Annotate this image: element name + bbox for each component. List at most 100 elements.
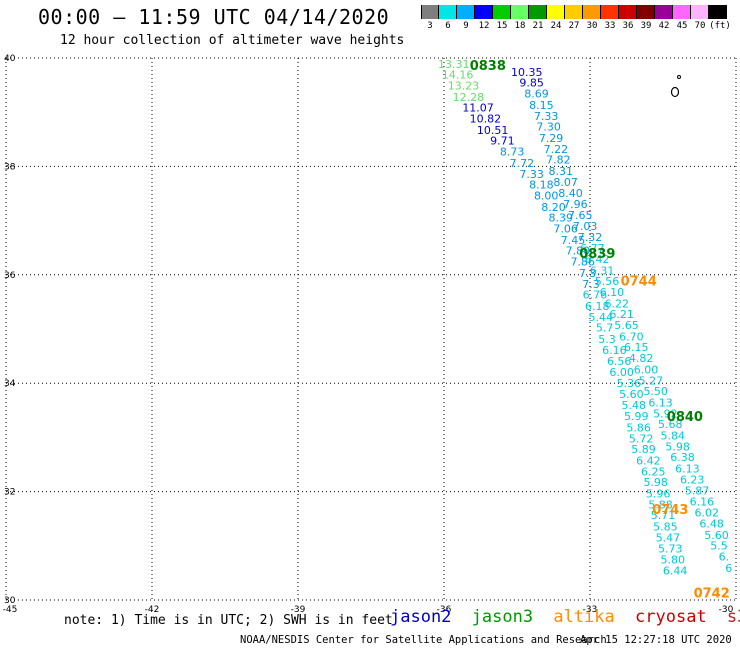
swh-value: 7.03 [573, 220, 598, 233]
swh-value: 7.72 [510, 157, 535, 170]
swh-value: 6.42 [636, 455, 661, 468]
swh-value: 6.48 [699, 517, 724, 530]
lon-tick-label: -33 [583, 605, 598, 615]
swh-value: 14.16 [442, 69, 474, 82]
swh-value: 8.73 [500, 146, 525, 159]
swh-value: 7.45 [561, 234, 586, 247]
swh-value: 5.68 [658, 418, 683, 431]
color-swatch [637, 5, 655, 19]
legend-altika: altika [553, 607, 615, 627]
swh-value: 6.38 [670, 451, 695, 464]
swh-value: 5.86 [626, 421, 651, 434]
swh-value: 8.00 [534, 189, 559, 202]
swh-value: 12.28 [453, 91, 485, 104]
swh-value: 5.92 [653, 407, 678, 420]
swh-value: 5.3 [598, 333, 616, 346]
swh-value: 6.10 [600, 286, 625, 299]
color-scale-tick: 12 [478, 21, 490, 31]
swh-value: 5.7 [596, 322, 614, 335]
swh-value: 8.07 [553, 176, 578, 189]
color-scale-tick: 36 [622, 21, 634, 31]
swh-value: 8.20 [541, 201, 566, 214]
pass-time-label: 0743 [652, 503, 688, 518]
swh-value: 6.00 [634, 363, 659, 376]
color-swatch [583, 5, 601, 19]
swh-value: 6.13 [648, 397, 673, 410]
swh-value: 5.56 [595, 275, 620, 288]
swh-value: 5.80 [660, 554, 685, 567]
swh-value: 6.21 [609, 308, 634, 321]
footer-note: note: 1) Time is in UTC; 2) SWH is in fe… [64, 613, 393, 628]
pass-time-label: 0840 [667, 410, 703, 425]
swh-value: 6.18 [585, 300, 610, 313]
color-scale-tick: 30 [586, 21, 598, 31]
lat-tick-label: 38 [4, 162, 16, 172]
swh-value: 5.99 [624, 410, 649, 423]
color-scale-labels: 3 6 9 12 15 18 21 24 27 30 33 36 39 42 45 70 (ft) [421, 21, 733, 33]
legend-jason2: jason2 [390, 607, 452, 627]
color-swatch [475, 5, 493, 19]
island-outline [670, 86, 680, 98]
lat-tick-label: 34 [4, 379, 16, 389]
swh-value: 5.47 [656, 531, 681, 544]
color-swatch [673, 5, 691, 19]
color-swatch [457, 5, 475, 19]
swh-value: 5.88 [648, 498, 673, 511]
island-outline [677, 75, 681, 79]
credit-line: NOAA/NESDIS Center for Satellite Applica… [240, 634, 607, 646]
color-swatch [655, 5, 673, 19]
color-scale-tick: (ft) [709, 21, 731, 31]
color-scale-tick: 3 [427, 21, 433, 31]
swh-value: 5.48 [622, 399, 647, 412]
lat-tick-label: 32 [4, 488, 15, 498]
swh-value: 6.44 [663, 565, 688, 578]
swh-value: 5.60 [704, 529, 729, 542]
swh-value: 7.06 [553, 223, 578, 236]
lon-tick-label: -42 [145, 605, 160, 615]
swh-value: 6.00 [609, 366, 634, 379]
generation-timestamp: Apr 15 12:27:18 UTC 2020 [580, 634, 732, 646]
map-title: 00:00 – 11:59 UTC 04/14/2020 [38, 5, 390, 29]
color-swatch [565, 5, 583, 19]
swh-value: 5.85 [653, 521, 678, 534]
legend-cryosat: cryosat [635, 607, 707, 627]
swh-value: 7.29 [539, 132, 564, 145]
swh-value: 5.87 [685, 484, 710, 497]
lon-tick-label: -36 [437, 605, 452, 615]
color-swatch [619, 5, 637, 19]
color-scale-tick: 42 [658, 21, 670, 31]
swh-value: 5.96 [646, 488, 671, 501]
swh-value: 9.71 [490, 135, 515, 148]
swh-value: 7.80 [566, 245, 591, 258]
color-scale-bar [421, 5, 727, 19]
swh-value: 6 [725, 562, 732, 575]
swh-value: 6.76 [583, 289, 608, 302]
swh-value: 5.89 [631, 443, 656, 456]
pass-time-label: 0838 [470, 59, 506, 74]
color-swatch [421, 5, 439, 19]
swh-value: 6.16 [690, 496, 715, 509]
color-scale-tick: 15 [496, 21, 508, 31]
swh-value: 6.31 [590, 264, 615, 277]
swh-value: 8.31 [549, 165, 574, 178]
swh-value: 6.56 [607, 355, 632, 368]
color-swatch [601, 5, 619, 19]
swh-value: 7.33 [519, 168, 544, 181]
lon-tick-label: -30 [719, 605, 734, 615]
swh-value: 7.86 [570, 256, 595, 269]
swh-value: 10.51 [477, 124, 509, 137]
swh-value: 5.98 [665, 440, 690, 453]
pass-time-label: 0839 [579, 247, 615, 262]
swh-value: 10.35 [511, 66, 543, 79]
swh-value: 7.65 [568, 209, 593, 222]
color-swatch [493, 5, 511, 19]
swh-value: 9.85 [519, 77, 544, 90]
swh-value: 8.69 [524, 88, 549, 101]
legend-jason3: jason3 [471, 607, 534, 627]
lat-tick-label: 40 [4, 54, 16, 64]
swh-value: 5.36 [617, 377, 642, 390]
swh-value: 8.18 [529, 179, 554, 192]
swh-value: 7.30 [536, 121, 561, 134]
swh-value: 7.3 [582, 278, 600, 291]
